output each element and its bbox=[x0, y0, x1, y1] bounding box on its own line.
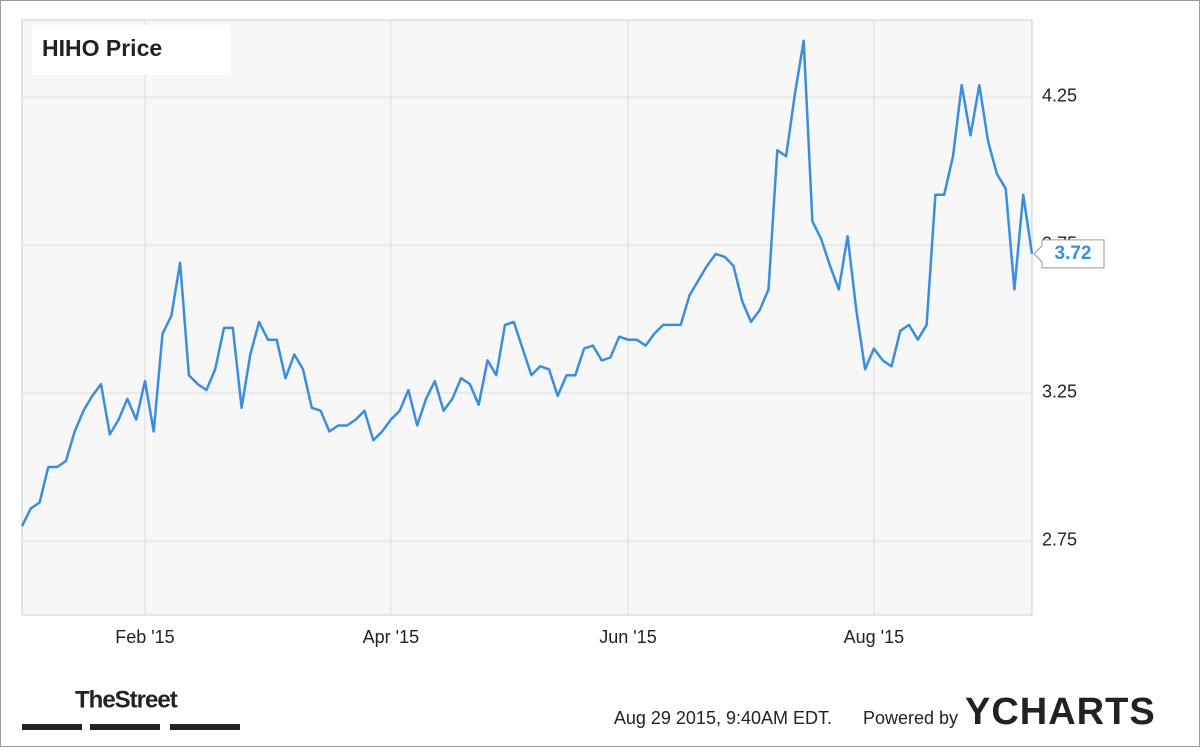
source-logo: TheStreet bbox=[75, 686, 178, 713]
marks bbox=[20, 39, 1034, 527]
brand-logo: YCHARTS bbox=[965, 691, 1156, 733]
y-tick-label: 3.25 bbox=[1042, 382, 1077, 402]
y-tick-label: 4.25 bbox=[1042, 86, 1077, 106]
chart-title: HIHO Price bbox=[42, 35, 162, 61]
plot-area bbox=[21, 19, 1033, 616]
grid bbox=[22, 20, 1032, 615]
price-line bbox=[20, 39, 1034, 527]
thestreet-logo: TheStreet bbox=[22, 686, 240, 730]
x-tick-label: Jun '15 bbox=[599, 627, 656, 647]
timestamp: Aug 29 2015, 9:40AM EDT. bbox=[614, 708, 832, 728]
logo-bar bbox=[170, 724, 240, 730]
title-box bbox=[32, 25, 230, 75]
powered-by: Powered by bbox=[863, 708, 958, 728]
x-tick-label: Feb '15 bbox=[115, 627, 174, 647]
logo-bar bbox=[90, 724, 160, 730]
x-tick-label: Apr '15 bbox=[363, 627, 419, 647]
last-price-label: 3.72 bbox=[1055, 243, 1092, 264]
logo-bar bbox=[22, 724, 82, 730]
x-tick-label: Aug '15 bbox=[844, 627, 905, 647]
y-tick-label: 2.75 bbox=[1042, 530, 1077, 550]
last-price-callout: 3.72 bbox=[1033, 239, 1105, 269]
callout-box bbox=[1033, 239, 1105, 269]
